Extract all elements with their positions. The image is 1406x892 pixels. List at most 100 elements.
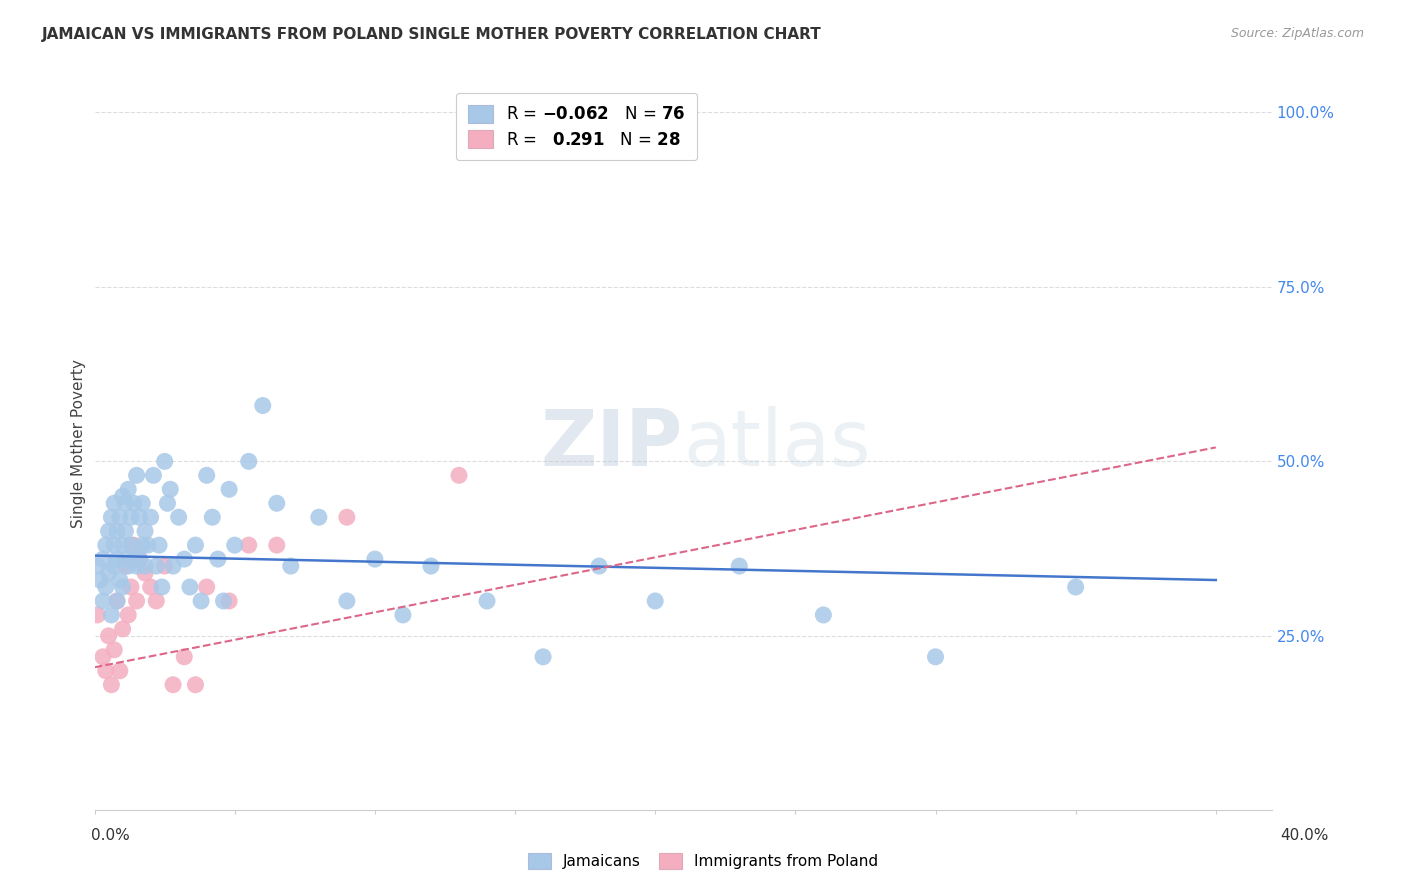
Point xyxy=(86,559,108,574)
Point xyxy=(89,573,111,587)
Point xyxy=(100,678,122,692)
Point xyxy=(125,468,148,483)
Point xyxy=(108,664,131,678)
Point xyxy=(108,573,131,587)
Point xyxy=(100,510,122,524)
Point xyxy=(128,552,150,566)
Point xyxy=(336,594,359,608)
Point xyxy=(195,580,218,594)
Point xyxy=(139,580,162,594)
Point xyxy=(136,538,159,552)
Point xyxy=(145,559,167,574)
Point xyxy=(308,510,330,524)
Point xyxy=(447,468,470,483)
Point xyxy=(91,594,114,608)
Point xyxy=(117,559,139,574)
Point xyxy=(94,538,117,552)
Point xyxy=(105,552,128,566)
Point xyxy=(644,594,666,608)
Point xyxy=(120,538,142,552)
Point xyxy=(122,538,145,552)
Point xyxy=(105,524,128,538)
Point xyxy=(588,559,610,574)
Point xyxy=(212,594,235,608)
Legend: Jamaicans, Immigrants from Poland: Jamaicans, Immigrants from Poland xyxy=(522,847,884,875)
Point xyxy=(266,538,288,552)
Point xyxy=(156,496,179,510)
Point xyxy=(238,538,260,552)
Legend: R = $\bf{-0.062}$   N = $\bf{76}$, R =   $\bf{0.291}$   N = $\bf{28}$: R = $\bf{-0.062}$ N = $\bf{76}$, R = $\b… xyxy=(456,93,697,161)
Point xyxy=(122,552,145,566)
Point xyxy=(105,594,128,608)
Point xyxy=(162,559,184,574)
Point xyxy=(103,496,125,510)
Point xyxy=(91,649,114,664)
Point xyxy=(184,538,207,552)
Point xyxy=(195,468,218,483)
Point xyxy=(117,607,139,622)
Point xyxy=(125,594,148,608)
Point xyxy=(184,678,207,692)
Text: JAMAICAN VS IMMIGRANTS FROM POLAND SINGLE MOTHER POVERTY CORRELATION CHART: JAMAICAN VS IMMIGRANTS FROM POLAND SINGL… xyxy=(42,27,823,42)
Point xyxy=(364,552,387,566)
Point xyxy=(201,510,224,524)
Point xyxy=(128,552,150,566)
Point xyxy=(111,622,134,636)
Point xyxy=(91,552,114,566)
Point xyxy=(173,649,195,664)
Point xyxy=(252,399,274,413)
Point xyxy=(139,510,162,524)
Point xyxy=(159,483,181,497)
Point xyxy=(813,607,835,622)
Point xyxy=(103,643,125,657)
Point xyxy=(336,510,359,524)
Point xyxy=(207,552,229,566)
Text: atlas: atlas xyxy=(683,406,870,482)
Point xyxy=(128,510,150,524)
Point xyxy=(167,510,190,524)
Point xyxy=(238,454,260,468)
Point xyxy=(392,607,415,622)
Point xyxy=(728,559,751,574)
Point xyxy=(94,664,117,678)
Point xyxy=(122,496,145,510)
Point xyxy=(153,454,176,468)
Point xyxy=(134,559,156,574)
Point xyxy=(103,538,125,552)
Point xyxy=(131,496,153,510)
Point xyxy=(97,629,120,643)
Point xyxy=(120,580,142,594)
Point xyxy=(114,524,136,538)
Point xyxy=(150,580,173,594)
Point xyxy=(924,649,946,664)
Point xyxy=(266,496,288,510)
Point xyxy=(420,559,443,574)
Point xyxy=(111,489,134,503)
Point xyxy=(120,510,142,524)
Point xyxy=(114,496,136,510)
Point xyxy=(86,607,108,622)
Point xyxy=(145,594,167,608)
Point xyxy=(125,559,148,574)
Point xyxy=(142,468,165,483)
Point xyxy=(179,580,201,594)
Point xyxy=(134,566,156,580)
Text: 0.0%: 0.0% xyxy=(91,828,131,843)
Point xyxy=(105,594,128,608)
Point xyxy=(162,678,184,692)
Point xyxy=(111,538,134,552)
Point xyxy=(97,524,120,538)
Point xyxy=(280,559,302,574)
Point xyxy=(173,552,195,566)
Point xyxy=(134,524,156,538)
Point xyxy=(117,483,139,497)
Point xyxy=(114,552,136,566)
Text: ZIP: ZIP xyxy=(541,406,683,482)
Point xyxy=(97,566,120,580)
Point xyxy=(153,559,176,574)
Text: Source: ZipAtlas.com: Source: ZipAtlas.com xyxy=(1230,27,1364,40)
Text: 40.0%: 40.0% xyxy=(1281,828,1329,843)
Point xyxy=(190,594,212,608)
Point xyxy=(1064,580,1087,594)
Point xyxy=(114,559,136,574)
